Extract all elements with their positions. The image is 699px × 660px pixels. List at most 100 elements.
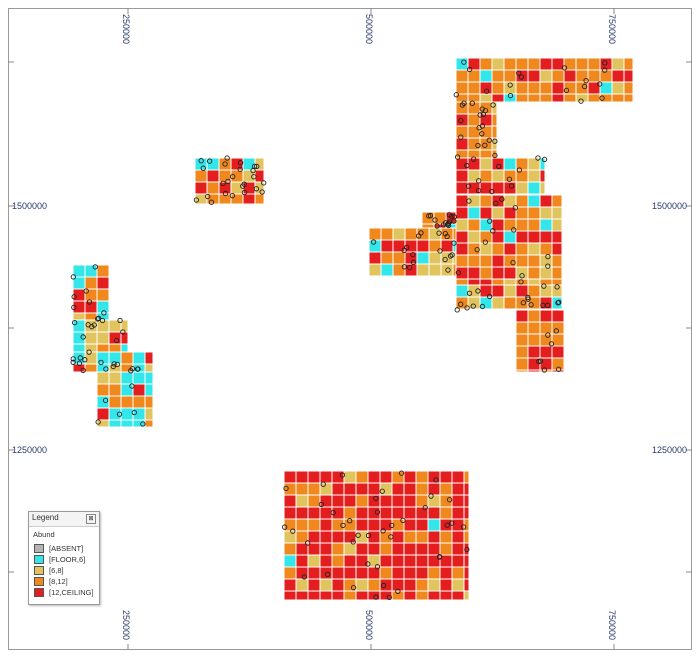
grid-cell bbox=[463, 578, 470, 592]
grid-cell bbox=[295, 470, 309, 484]
grid-cell bbox=[72, 331, 86, 345]
sample-point bbox=[458, 118, 464, 124]
grid-cell bbox=[307, 530, 321, 544]
grid-cell bbox=[428, 251, 442, 265]
grid-cell bbox=[367, 578, 381, 592]
sample-point bbox=[541, 283, 547, 289]
grid-cell bbox=[539, 345, 553, 359]
grid-cell bbox=[439, 542, 453, 556]
grid-cell bbox=[391, 482, 405, 496]
grid-cell bbox=[563, 345, 566, 359]
grid-cell bbox=[355, 590, 369, 601]
grid-cell bbox=[120, 343, 129, 353]
sample-point bbox=[447, 253, 454, 259]
sample-point bbox=[466, 66, 473, 73]
grid-cell bbox=[503, 266, 517, 280]
grid-cell bbox=[451, 566, 465, 580]
legend-close-button[interactable]: ⊠ bbox=[86, 514, 96, 524]
grid-cell bbox=[440, 263, 454, 277]
grid-cell bbox=[479, 81, 493, 95]
grid-cell bbox=[343, 530, 357, 544]
grid-cell bbox=[343, 494, 357, 508]
grid-cell bbox=[379, 494, 393, 508]
grid-cell bbox=[319, 542, 333, 556]
legend-field: Abund bbox=[33, 530, 55, 539]
sample-point bbox=[350, 539, 356, 545]
grid-cell bbox=[479, 101, 493, 115]
grid-cell bbox=[463, 494, 470, 508]
grid-cell bbox=[479, 137, 493, 151]
sample-point bbox=[446, 212, 452, 218]
sample-point bbox=[490, 228, 496, 234]
grid-cell bbox=[452, 263, 457, 277]
grid-cell bbox=[331, 494, 345, 508]
grid-cell bbox=[96, 407, 110, 421]
sample-point bbox=[99, 317, 106, 324]
sample-point bbox=[602, 60, 608, 66]
grid-cell bbox=[503, 194, 517, 208]
sample-point bbox=[120, 329, 126, 335]
grid-cell bbox=[132, 351, 146, 365]
grid-cell bbox=[455, 169, 469, 183]
sample-point bbox=[545, 332, 551, 338]
sample-point bbox=[445, 267, 451, 273]
axis-top-label: 750000 bbox=[607, 14, 617, 45]
sample-point bbox=[324, 571, 331, 578]
grid-cell bbox=[427, 542, 441, 556]
sample-point bbox=[237, 160, 244, 166]
grid-cell bbox=[539, 218, 553, 232]
sample-point bbox=[347, 518, 353, 524]
grid-cell bbox=[428, 227, 442, 241]
grid-cell bbox=[539, 230, 553, 244]
grid-cell bbox=[415, 494, 429, 508]
map-frame[interactable] bbox=[8, 8, 692, 650]
sample-point bbox=[459, 102, 465, 108]
sample-point bbox=[95, 315, 102, 321]
grid-cell bbox=[206, 157, 220, 171]
grid-cell bbox=[539, 81, 553, 95]
sample-point bbox=[117, 317, 123, 324]
grid-cell bbox=[415, 506, 429, 520]
grid-cell bbox=[283, 482, 297, 496]
sample-point bbox=[380, 528, 386, 534]
sample-point bbox=[512, 205, 518, 211]
grid-cell bbox=[467, 278, 481, 286]
grid-cell bbox=[491, 296, 505, 310]
grid-cell bbox=[355, 494, 369, 508]
grid-cell bbox=[439, 566, 453, 580]
grid-cell bbox=[427, 578, 441, 592]
grid-cell bbox=[515, 57, 529, 71]
grid-cell bbox=[539, 242, 553, 256]
sample-point bbox=[401, 247, 407, 254]
grid-cell bbox=[283, 506, 297, 520]
sample-point bbox=[373, 594, 379, 600]
grid-cell bbox=[379, 542, 393, 556]
grid-cell bbox=[611, 57, 625, 71]
grid-cell bbox=[503, 157, 517, 171]
sample-point bbox=[508, 183, 515, 189]
sample-point bbox=[200, 165, 206, 171]
grid-cell bbox=[479, 169, 493, 183]
legend-panel[interactable]: Legend ⊠ Abund [ABSENT] [FLOOR,6] [6,8] [8,1… bbox=[28, 511, 100, 605]
sample-point bbox=[545, 263, 551, 269]
grid-cell bbox=[295, 506, 309, 520]
sample-point bbox=[548, 341, 555, 347]
grid-cell bbox=[319, 554, 333, 568]
grid-cell bbox=[515, 345, 529, 359]
grid-cell bbox=[307, 542, 321, 556]
sample-point bbox=[206, 158, 213, 164]
sample-point bbox=[259, 189, 265, 195]
sample-point bbox=[480, 111, 486, 118]
sample-point bbox=[283, 485, 289, 492]
axis-top-label: 500000 bbox=[364, 14, 374, 45]
sample-point bbox=[483, 88, 490, 94]
sample-point bbox=[416, 233, 422, 239]
sample-point bbox=[556, 299, 562, 305]
sample-point bbox=[518, 74, 525, 80]
grid-cell bbox=[575, 57, 589, 71]
grid-cell bbox=[455, 218, 469, 232]
grid-cell bbox=[503, 81, 517, 95]
grid-cell bbox=[551, 266, 563, 280]
legend-item-label: [8,12] bbox=[49, 577, 68, 586]
